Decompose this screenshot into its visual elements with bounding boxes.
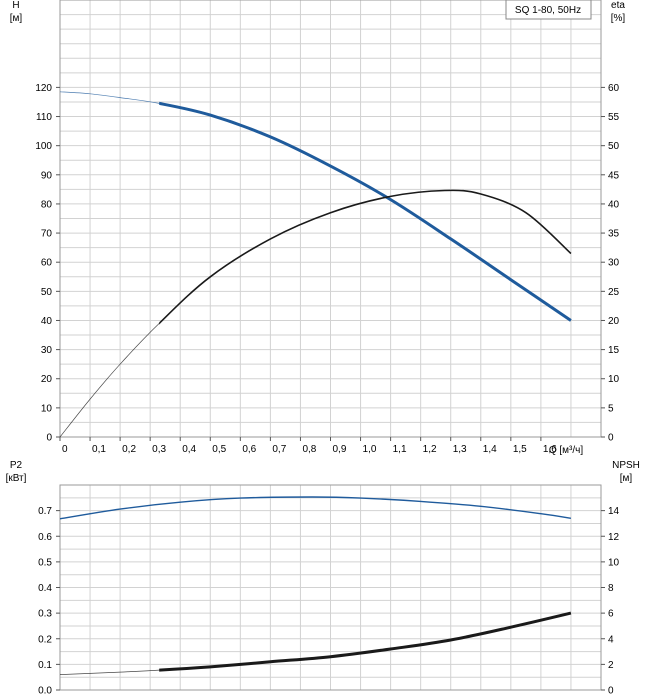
y-left-tick-label: 0.6 [38,532,52,543]
y-left-tick-label: 0.5 [38,557,52,568]
y-right-tick-label: 8 [608,583,614,594]
y-left-tick-label: 90 [41,170,53,181]
y-left-tick-label: 40 [41,316,53,327]
data-series [59,91,572,675]
y-right-tick-label: 40 [608,199,620,210]
x-tick-label: 0,5 [212,444,226,455]
y-left-tick-label: 20 [41,374,53,385]
y-right-tick-label: 30 [608,258,620,269]
x-tick-label: 1,6 [543,444,557,455]
y-right-unit-bottom: [м] [620,473,633,484]
y-right-tick-label: 25 [608,287,620,298]
y-right-tick-label: 45 [608,170,620,181]
y-right-tick-label: 2 [608,660,614,671]
y-right-tick-label: 5 [608,403,614,414]
y-left-tick-label: 0.0 [38,686,52,697]
y-left-tick-label: 0 [46,433,52,444]
y-left-tick-label: 110 [36,112,52,123]
y-left-label-top: H [12,0,19,11]
series-line [159,189,572,325]
y-left-tick-label: 0.4 [38,583,52,594]
series-line-extrapolated [59,91,572,321]
y-right-tick-label: 10 [608,374,620,385]
y-left-tick-label: 70 [41,229,53,240]
x-tick-label: 0,8 [302,444,316,455]
title-box [505,0,592,20]
bottom-chart-grid [59,484,602,691]
y-right-label-top: eta [611,0,625,11]
y-right-tick-label: 50 [608,141,620,152]
series-line-extrapolated [59,190,572,438]
y-right-unit-top: [%] [611,13,626,24]
series-line [159,101,572,322]
y-right-tick-label: 35 [608,229,620,240]
y-right-tick-label: 60 [608,83,620,94]
y-right-tick-label: 20 [608,316,620,327]
y-right-tick-label: 0 [608,433,614,444]
series-line [59,496,572,520]
x-tick-label: 1,4 [483,444,497,455]
y-left-tick-label: 50 [41,287,53,298]
y-left-tick-label: 120 [35,83,52,94]
x-tick-label: 0,9 [333,444,347,455]
y-left-tick-label: 60 [41,258,53,269]
x-tick-label: 1,1 [393,444,407,455]
x-tick-label: 0,2 [122,444,136,455]
y-left-tick-label: 30 [41,345,53,356]
x-tick-label: 0,7 [272,444,286,455]
x-axis-label: Q [м³/ч] [549,445,584,456]
x-tick-label: 0 [62,444,68,455]
y-right-tick-label: 10 [608,557,620,568]
x-tick-label: 1,5 [513,444,527,455]
chart-title: SQ 1-80, 50Hz [515,5,581,16]
y-left-tick-label: 10 [41,403,53,414]
y-right-tick-label: 15 [608,345,620,356]
x-tick-label: 1,3 [453,444,467,455]
y-left-label-bottom: P2 [10,460,23,471]
tick-labels: 0102030405060708090100110120051015202530… [35,83,619,697]
y-right-tick-label: 55 [608,112,620,123]
y-left-tick-label: 0.7 [38,506,52,517]
y-left-tick-label: 0.3 [38,609,52,620]
y-right-tick-label: 4 [608,634,614,645]
top-chart-grid [59,0,602,438]
y-left-unit-bottom: [кВт] [6,473,27,484]
x-tick-label: 0,3 [152,444,166,455]
x-tick-label: 1,0 [363,444,377,455]
y-left-tick-label: 0.1 [38,660,52,671]
series-line-extrapolated [59,612,571,675]
y-right-label-bottom: NPSH [612,460,640,471]
y-right-tick-label: 14 [608,506,620,517]
x-tick-label: 0,6 [242,444,256,455]
x-tick-label: 0,1 [92,444,106,455]
y-left-tick-label: 100 [35,141,52,152]
series-line [159,611,572,672]
y-left-unit-top: [м] [10,13,23,24]
y-right-tick-label: 12 [608,532,620,543]
y-right-tick-label: 6 [608,609,614,620]
x-tick-label: 1,2 [423,444,437,455]
y-left-tick-label: 80 [41,199,53,210]
y-left-tick-label: 0.2 [38,634,52,645]
x-tick-label: 0,4 [182,444,196,455]
y-right-tick-label: 0 [608,686,614,697]
